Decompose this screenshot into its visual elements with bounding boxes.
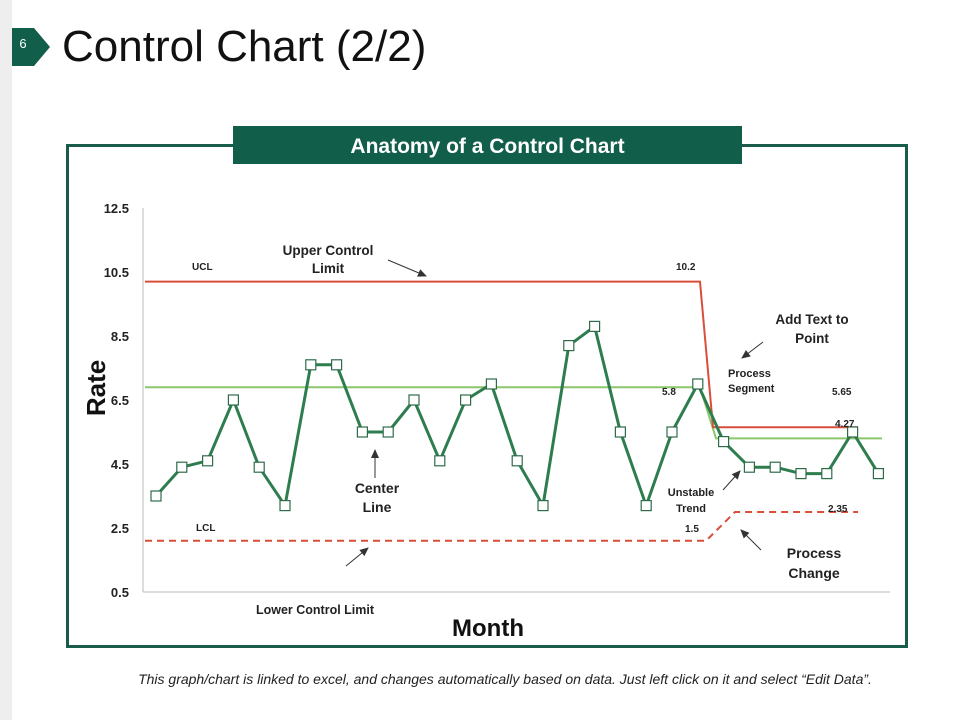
upper-control-limit-label-line1: Upper Control: [283, 243, 374, 258]
upper-control-limit-line: [145, 280, 858, 429]
ucl-label: UCL: [192, 262, 213, 273]
data-point-marker: [563, 340, 575, 352]
data-point-marker: [743, 461, 756, 473]
process-change-label-line2: Change: [788, 565, 840, 581]
y-tick-labels: 12.5 10.5 8.5 6.5 4.5 2.5 0.5: [104, 201, 129, 600]
y-tick-label: 10.5: [104, 265, 129, 280]
add-text-label-line1: Add Text to: [775, 312, 848, 327]
lower-control-limit-label: Lower Control Limit: [256, 603, 375, 617]
left-strip: [0, 0, 12, 720]
data-series: [150, 320, 885, 512]
data-point-marker: [846, 426, 859, 438]
data-point-marker: [795, 468, 807, 480]
y-tick-label: 12.5: [104, 201, 129, 216]
data-point-marker: [588, 320, 601, 332]
center-line-label-line1: Center: [355, 480, 400, 496]
unstable-trend-label-line1: Unstable: [668, 487, 714, 499]
value-label-5-65: 5.65: [832, 387, 852, 398]
center-line-label-line2: Line: [363, 499, 392, 515]
data-point-marker: [769, 461, 781, 473]
y-tick-label: 0.5: [111, 585, 129, 600]
data-point-marker: [382, 426, 394, 438]
process-change-arrow: [740, 529, 762, 551]
data-point-marker: [485, 378, 497, 390]
value-label-4-27: 4.27: [835, 419, 855, 430]
process-change-label-line1: Process: [787, 545, 842, 561]
chart-title-banner: Anatomy of a Control Chart: [233, 126, 742, 164]
lower-control-limit-line: [145, 511, 858, 542]
data-point-marker: [872, 468, 885, 480]
data-point-marker: [150, 490, 162, 502]
x-axis-label: Month: [452, 615, 524, 642]
y-tick-label: 8.5: [111, 329, 129, 344]
data-point-marker: [537, 500, 549, 512]
data-point-marker: [666, 426, 678, 438]
data-point-marker: [176, 461, 188, 473]
data-point-marker: [434, 455, 446, 467]
data-point-marker: [717, 436, 730, 448]
data-point-marker: [511, 455, 523, 467]
unstable-trend-arrow: [722, 470, 741, 491]
data-point-marker: [305, 359, 317, 371]
data-point-marker: [253, 461, 265, 473]
value-label-2-35: 2.35: [828, 504, 848, 515]
data-point-marker: [692, 378, 704, 390]
y-tick-label: 2.5: [111, 521, 129, 536]
process-segment-label-line2: Segment: [728, 383, 775, 395]
process-segment-label-line1: Process: [728, 368, 771, 380]
data-point-marker: [408, 394, 420, 406]
data-point-marker: [614, 426, 627, 438]
data-point-marker: [821, 468, 833, 480]
lower-control-limit-arrow: [345, 547, 369, 567]
upper-control-limit-arrow: [387, 259, 427, 277]
value-label-1-5: 1.5: [685, 524, 699, 535]
data-point-marker: [356, 426, 368, 438]
footnote: This graph/chart is linked to excel, and…: [138, 671, 872, 687]
series-line: [154, 324, 880, 508]
y-axis-label: Rate: [81, 360, 111, 416]
y-tick-label: 4.5: [111, 457, 129, 472]
data-point-marker: [227, 394, 239, 406]
data-point-marker: [279, 500, 291, 512]
data-point-marker: [202, 455, 214, 467]
add-text-arrow: [741, 341, 764, 359]
value-label-5-8: 5.8: [662, 387, 676, 398]
upper-control-limit-label-line2: Limit: [312, 261, 345, 276]
data-point-marker: [460, 394, 472, 406]
add-text-label-line2: Point: [795, 331, 829, 346]
data-point-marker: [331, 359, 343, 371]
page-number: 6: [19, 36, 27, 51]
control-limit-lines: [145, 280, 882, 542]
center-line: [145, 386, 882, 440]
page-number-badge: [12, 28, 50, 66]
lcl-label: LCL: [196, 523, 215, 534]
value-label-10-2: 10.2: [676, 262, 696, 273]
data-point-marker: [640, 500, 652, 512]
y-tick-label: 6.5: [111, 393, 129, 408]
unstable-trend-label-line2: Trend: [676, 503, 706, 515]
page-title: Control Chart (2/2): [62, 22, 427, 71]
